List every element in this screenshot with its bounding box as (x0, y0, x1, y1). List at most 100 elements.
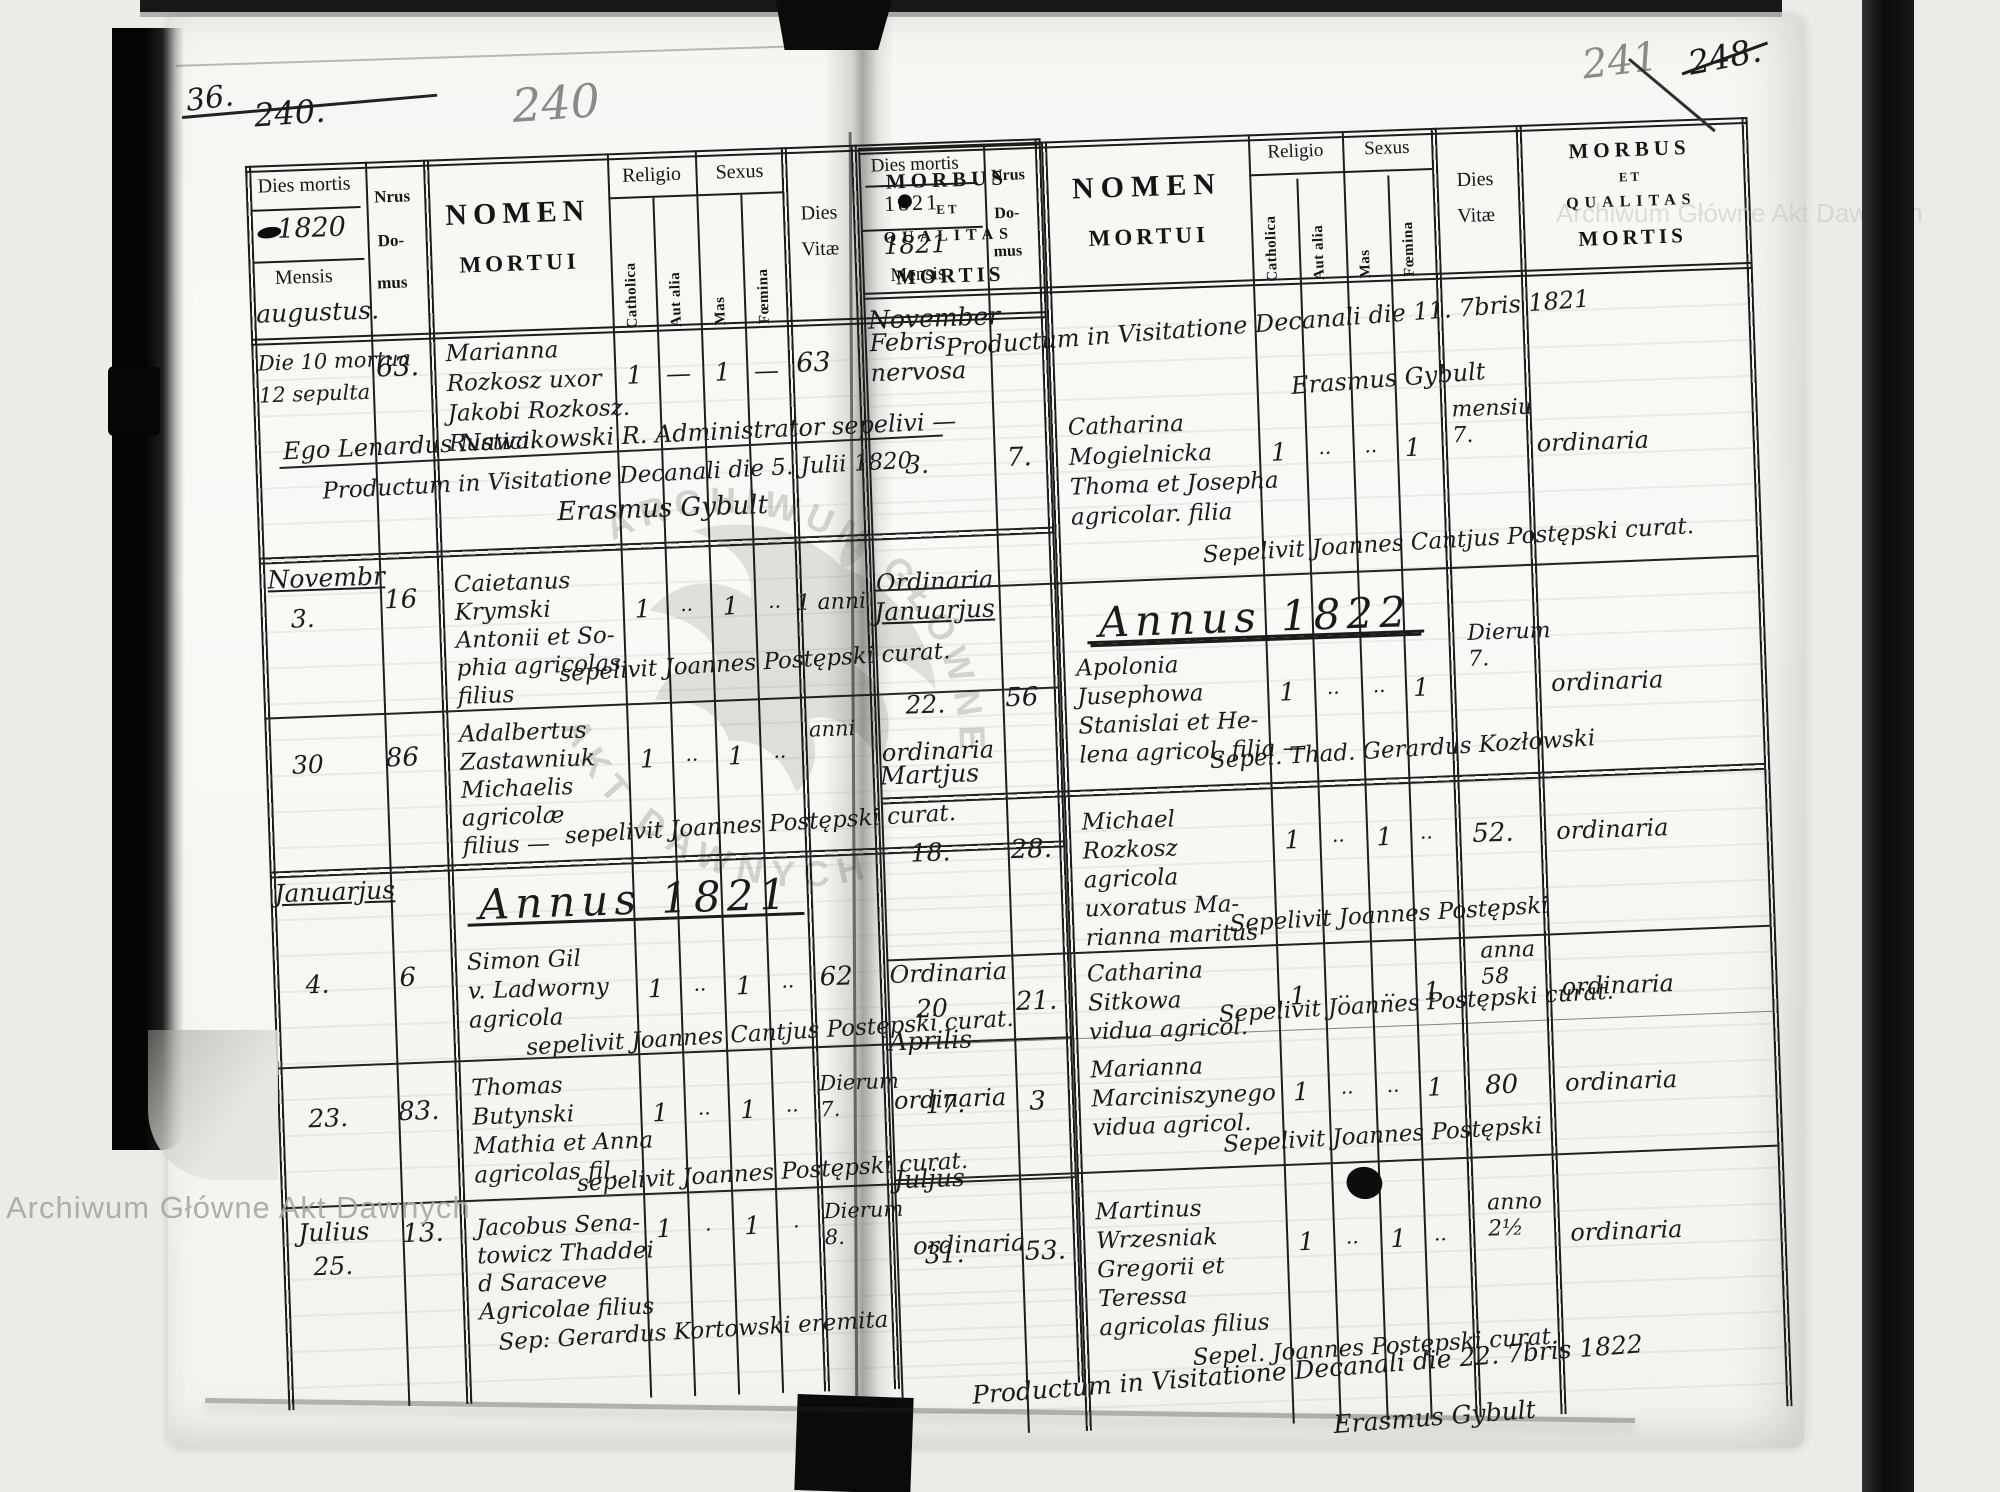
entry-house-number: 63. (375, 351, 420, 384)
mark-mas: 1 (1389, 1223, 1407, 1254)
entry-date: 25. (312, 1250, 354, 1282)
col-mus-label: mus (376, 272, 408, 293)
folio-number-pencil-right: 241 (1579, 33, 1661, 89)
entry-dies-vitae: anni (808, 716, 856, 742)
entry-dies-vitae: 1 anni (796, 588, 867, 617)
entry-house-number: 16 (383, 584, 418, 616)
mark-aut-alia: .. (679, 591, 694, 617)
entry-dies-vitae: Dierum 8. (823, 1196, 904, 1250)
entry-dies-vitae: Dierum 7. (1466, 618, 1551, 673)
page-stack-corner (148, 1030, 278, 1180)
year-handwritten: 1820 (276, 211, 347, 245)
right-page-table: Dies mortis 1821 1821 Mensis Nrus Do- mu… (858, 116, 1793, 1439)
mark-foemina: .. (767, 588, 782, 614)
year-printed: 1821 (883, 189, 941, 217)
mark-aut-alia: .. (1340, 1074, 1354, 1099)
col-dies-mortis-label: Dies mortis (257, 172, 351, 198)
mark-foemina: 1 (1426, 1072, 1444, 1102)
mark-mas: 1 (1375, 821, 1393, 852)
entry-house-number: 21. (1015, 985, 1058, 1018)
date-box-rule (865, 181, 978, 188)
mark-catholica: 1 (626, 360, 643, 390)
mark-mas: .. (1386, 1072, 1400, 1098)
col-dies-label: Dies (1456, 167, 1494, 192)
mark-foemina: .. (1433, 1221, 1448, 1246)
entry-name: Simon Gil v. Ladworny agricola (466, 945, 610, 1034)
col-sexus-label: Sexus (715, 159, 764, 184)
entry-date: 23. (307, 1102, 349, 1134)
col-morbus-label: MORBUS (1568, 134, 1691, 164)
col-et-label: ET (1618, 168, 1643, 185)
ink-blot (1343, 1163, 1386, 1203)
entry-house-number: 7. (1006, 442, 1033, 473)
entry-house-number: 28. (1010, 833, 1053, 866)
mark-mas: 1 (727, 740, 745, 771)
mark-catholica: 1 (647, 973, 665, 1004)
col-aut-alia-label: Aut alia (1309, 224, 1328, 281)
mark-aut-alia: .. (685, 741, 699, 766)
col-do-label: Do- (377, 230, 405, 251)
entry-name: Catharina Mogielnicka Thoma et Josepha a… (1067, 410, 1280, 531)
year-handwritten: 1821 (882, 228, 948, 261)
mark-foemina: .. (785, 1092, 799, 1117)
visitation-signature: Erasmus Gybult (1290, 357, 1487, 400)
entry-morbus: ordinaria (1555, 813, 1669, 846)
burial-footer: Sepelivit Joannes Postępski (1228, 892, 1550, 938)
col-nomen-label: NOMEN (444, 193, 591, 233)
entry-date: 3. (904, 449, 930, 480)
col-do-label: Do- (994, 204, 1020, 223)
col-nrus-label: Nrus (373, 186, 411, 207)
mark-mas: 1 (743, 1210, 761, 1241)
mark-catholica: 1 (1297, 1226, 1315, 1257)
entry-house-number: 83. (397, 1095, 440, 1128)
mark-catholica: 1 (639, 744, 657, 774)
col-vitae-label: Vitæ (801, 237, 840, 261)
entry-name: Caietanus Krymski Antonii et So- phia ag… (453, 567, 622, 710)
month-label: Novembr (266, 561, 386, 595)
mark-catholica: 1 (1283, 824, 1301, 855)
col-foemina-label: Fœmina (1399, 221, 1418, 278)
mark-catholica: 1 (651, 1097, 669, 1128)
col-nomen-label: NOMEN (1071, 167, 1223, 206)
mark-aut-alia: . (704, 1211, 712, 1236)
col-foemina-label: Fœmina (754, 268, 773, 325)
mark-foemina: .. (780, 968, 795, 993)
spine-tab (108, 366, 160, 436)
mark-foemina: . (792, 1208, 800, 1233)
mark-mas: 1 (714, 357, 731, 387)
col-catholica-label: Catholica (1262, 215, 1281, 282)
mark-aut-alia: — (665, 358, 692, 389)
entry-morbus: ordinaria (1569, 1214, 1683, 1247)
col-religio-label: Religio (621, 162, 682, 187)
col-dies-mortis-label: Dies mortis (870, 152, 960, 177)
visitation-signature: Erasmus Gybult (556, 489, 769, 528)
mark-aut-alia: .. (1317, 434, 1332, 460)
col-mensis-label: Mensis (274, 265, 334, 290)
col-mortui-label: MORTUI (458, 248, 581, 278)
col-aut-alia-label: Aut alia (666, 271, 685, 328)
mark-mas: .. (1372, 672, 1386, 698)
right-table-body: November Productum in Visitatione Decana… (863, 268, 1793, 1439)
entry-date: 31. (924, 1238, 965, 1270)
date-box-rule (252, 257, 365, 264)
col-mas-label: Mas (711, 296, 729, 326)
entry-date: 17. (924, 1088, 966, 1120)
month-header-handwritten: augustus. (255, 295, 380, 329)
scan-right-strip (1862, 0, 1914, 1492)
col-mus-label: mus (993, 242, 1023, 261)
entry-house-number: 3 (1028, 1086, 1047, 1117)
bookmark-ribbon-top (775, 0, 893, 50)
month-label: Januarjus (873, 593, 996, 627)
col-vitae-label: Vitæ (1456, 203, 1496, 228)
mark-aut-alia: .. (1326, 674, 1340, 699)
archive-watermark-text-faint: Archiwum Główne Akt Dawnych (1556, 198, 1924, 228)
col-mas-label: Mas (1356, 249, 1374, 279)
mark-aut-alia: .. (697, 1095, 711, 1120)
col-dies-label: Dies (800, 201, 838, 225)
col-nrus-label: Nrus (990, 166, 1026, 185)
entry-dies-vitae: 62 (819, 961, 854, 993)
folio-number-pencil-left: 240 (510, 73, 602, 133)
mark-catholica: 1 (1278, 677, 1296, 707)
annus-heading: Annus 1822 (1086, 587, 1425, 647)
